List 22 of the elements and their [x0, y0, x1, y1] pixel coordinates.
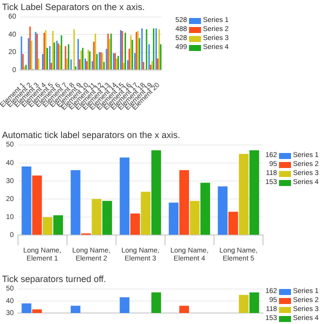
bar [190, 200, 200, 235]
bar [102, 200, 112, 235]
bar [120, 157, 130, 235]
bar [168, 202, 178, 235]
bar [92, 199, 102, 235]
bar [228, 212, 238, 235]
bar [249, 150, 260, 235]
bar [32, 176, 42, 235]
bar [53, 215, 63, 235]
bar [200, 182, 210, 235]
chart-title: Tick Label Separators on the x axis. [2, 2, 145, 12]
bar [140, 192, 151, 235]
bar [42, 217, 52, 235]
bar [22, 166, 32, 235]
bar [238, 154, 249, 235]
bar [179, 170, 190, 235]
bar [70, 170, 80, 235]
bar [130, 214, 140, 235]
chart-title: Tick separators turned off. [2, 274, 106, 284]
bar [151, 150, 162, 235]
chart-title: Automatic tick label separators on the x axis. [2, 130, 180, 140]
bar [218, 186, 228, 235]
